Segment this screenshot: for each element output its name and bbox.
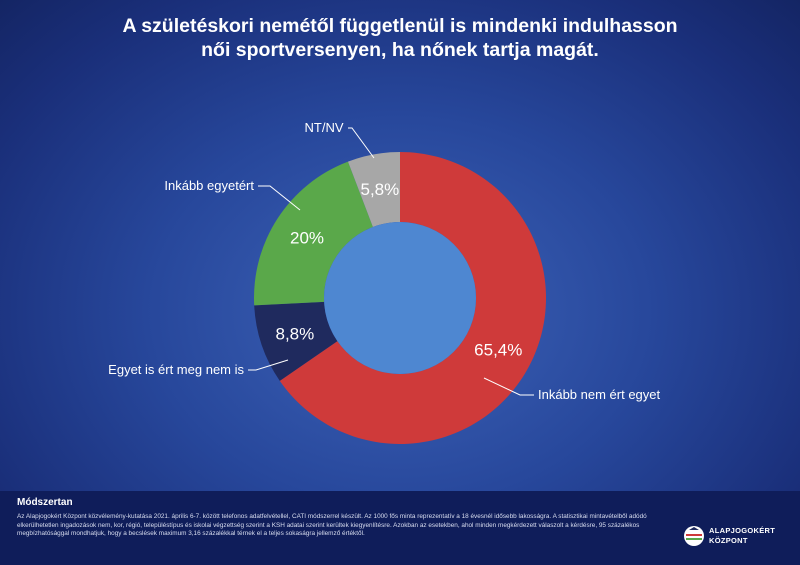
donut-chart: 65,4% Inkább nem ért egyet 8,8% Egyet is ér… (108, 120, 661, 444)
slice-category-label: NT/NV (305, 120, 344, 135)
slice-value-label: 65,4% (474, 341, 522, 360)
callout-line (483, 377, 534, 396)
logo-line-2: KÖZPONT (709, 536, 748, 545)
donut-slice (254, 301, 338, 381)
callout-line (348, 127, 375, 159)
logo-text: ALAPJOGOKÉRT KÖZPONT (709, 526, 775, 546)
donut-slice (279, 152, 546, 444)
logo-line-1: ALAPJOGOKÉRT (709, 526, 776, 535)
organization-logo: ALAPJOGOKÉRT KÖZPONT (683, 523, 783, 549)
slice-value-label: 8,8% (275, 325, 314, 344)
slice-category-label: Inkább egyetért (164, 178, 254, 193)
methodology-text: Az Alapjogokért Központ közvélemény-kuta… (17, 513, 647, 538)
methodology-footer: Módszertan Az Alapjogokért Központ közvé… (0, 491, 800, 565)
chart-title-line-1: A születéskori nemétől függetlenül is mi… (122, 15, 678, 37)
donut-center (324, 222, 476, 374)
callout-line (248, 359, 289, 371)
slice-value-label: 20% (290, 228, 324, 247)
logo-emblem-icon (684, 526, 704, 546)
methodology-heading: Módszertan (17, 497, 73, 508)
donut-slice (253, 161, 373, 306)
donut-slice (347, 152, 400, 227)
slice-category-label: Egyet is ért meg nem is (108, 362, 244, 377)
chart-title: A születéskori nemétől függetlenül is mi… (0, 14, 800, 62)
chart-title-line-2: női sportversenyen, ha nőnek tartja magá… (201, 39, 599, 61)
slice-value-label: 5,8% (361, 180, 400, 199)
callout-line (258, 185, 301, 211)
slice-category-label: Inkább nem ért egyet (538, 387, 661, 402)
